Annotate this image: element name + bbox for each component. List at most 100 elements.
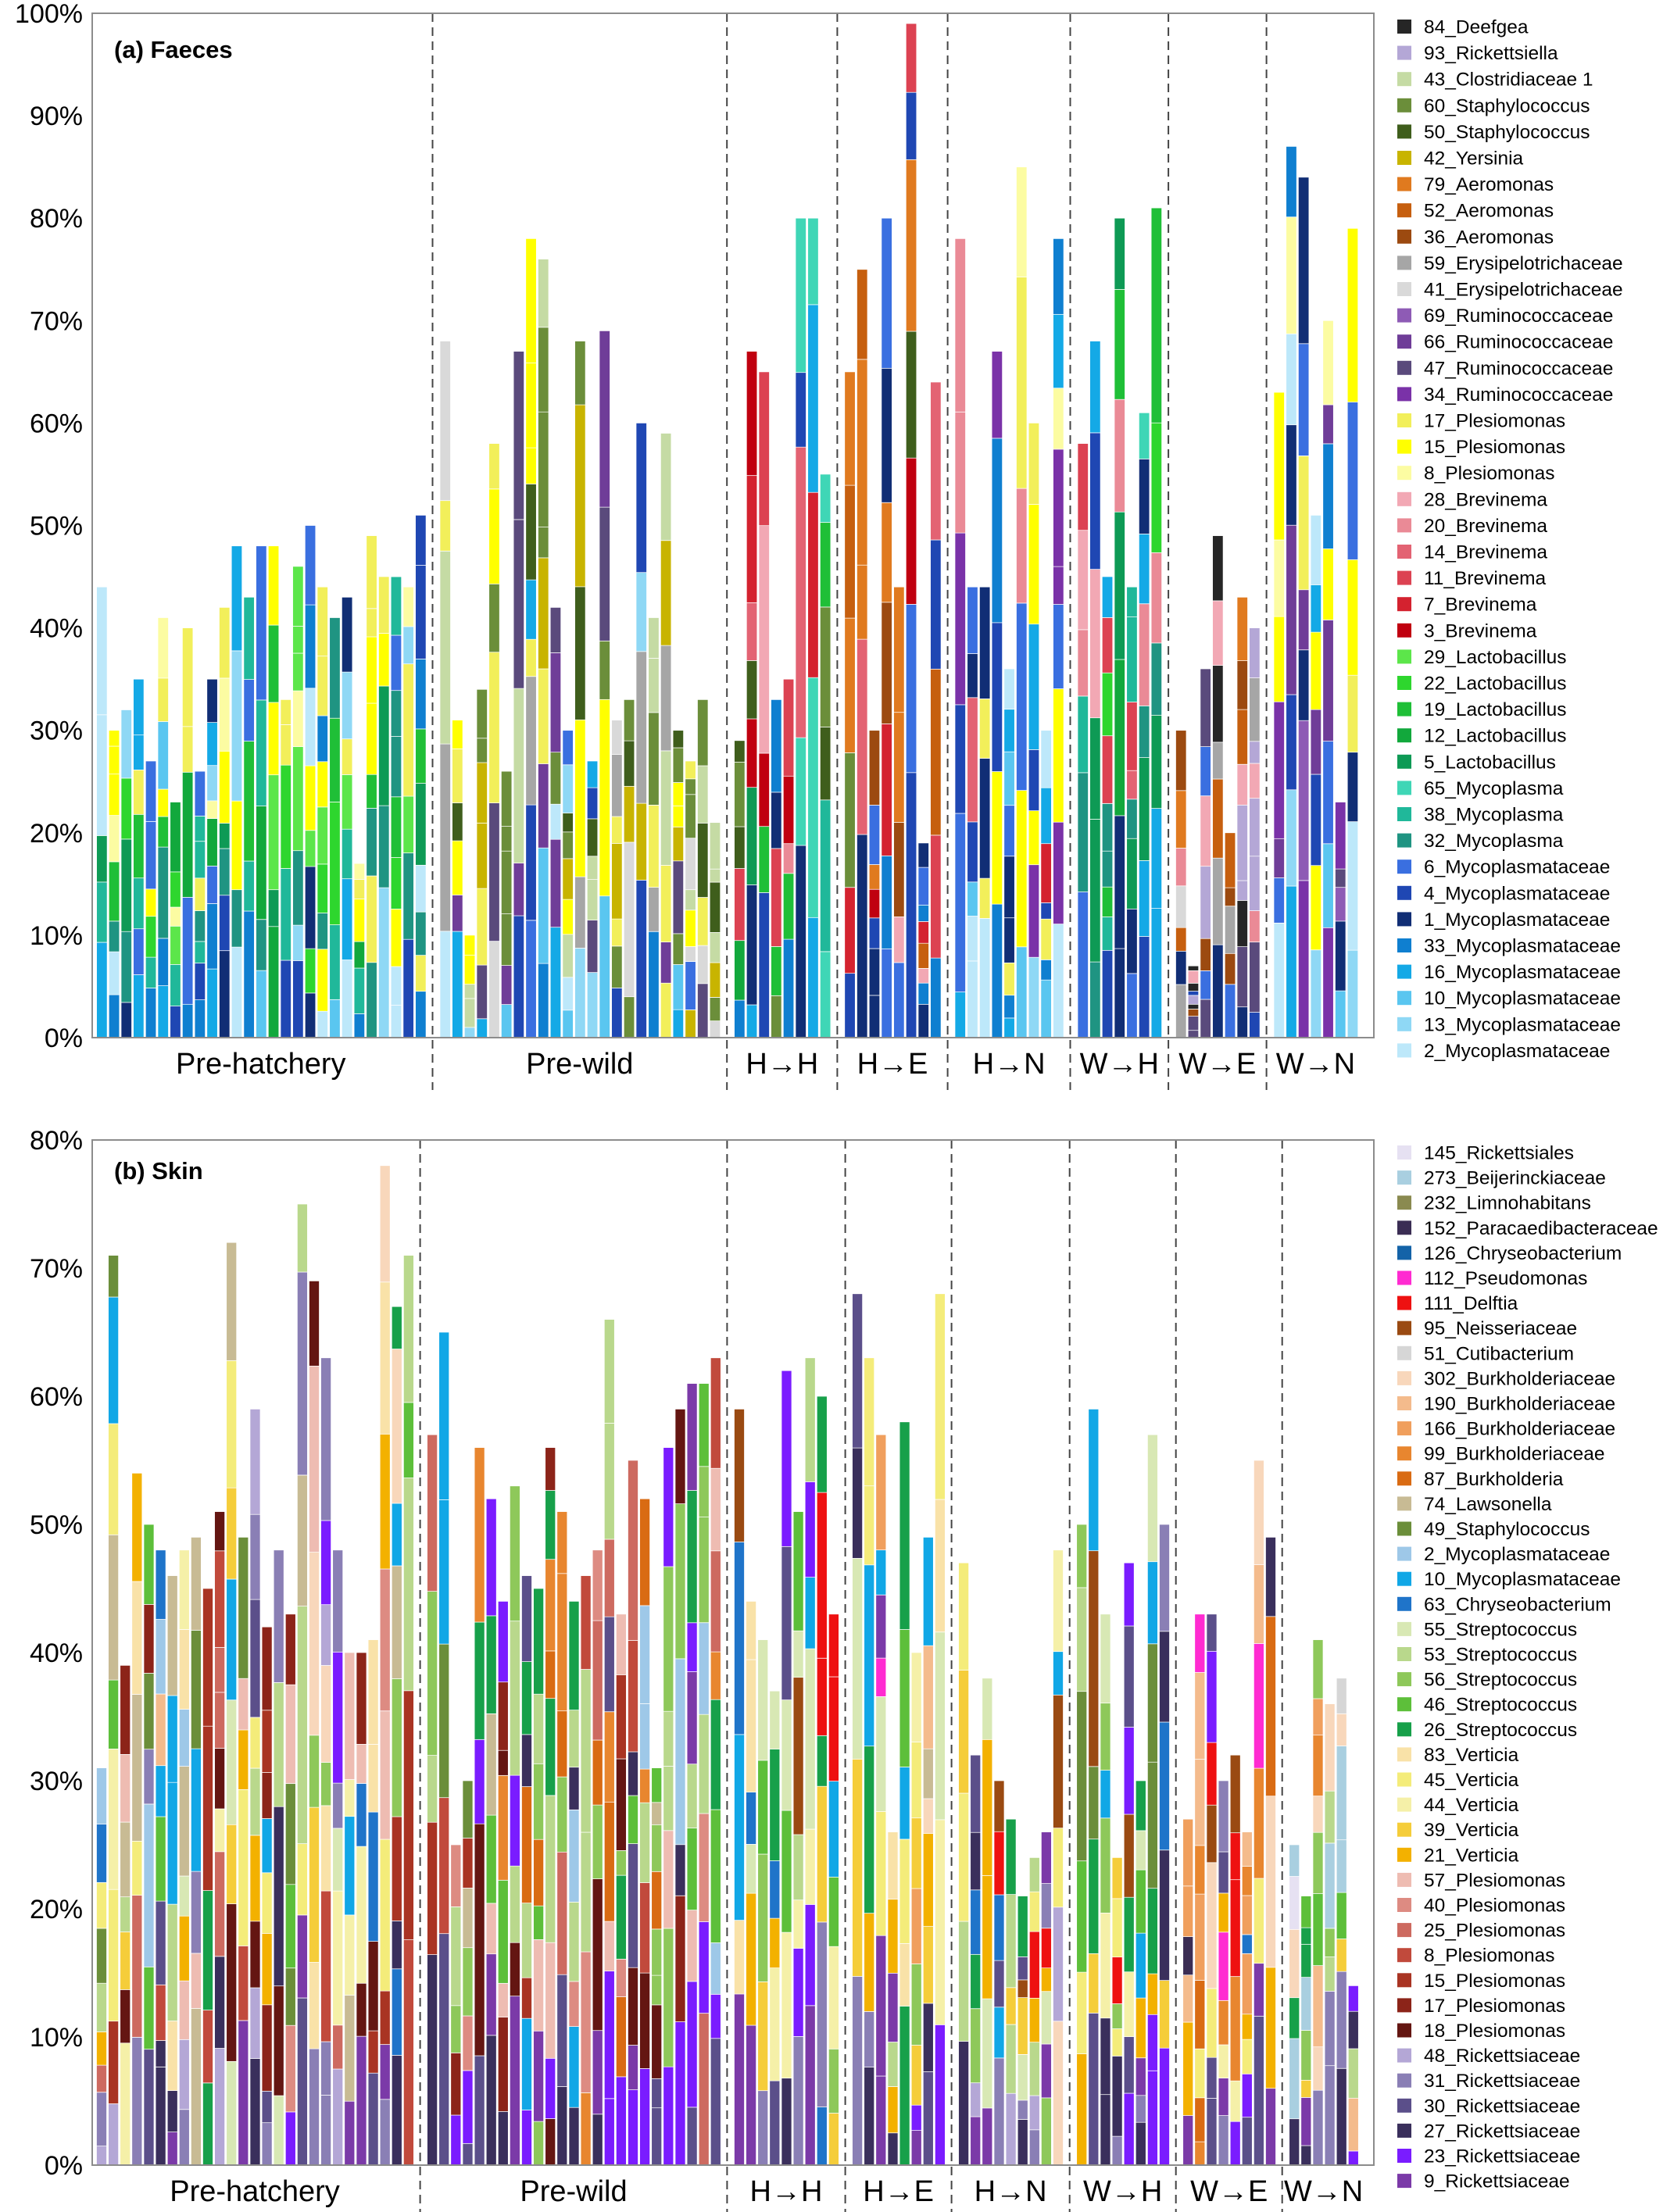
- bar-segment: [592, 1739, 603, 1806]
- legend-label: 46_Streptococcus: [1424, 1695, 1577, 1716]
- legend-label: 2_Mycoplasmataceae: [1424, 1544, 1610, 1565]
- bar-segment: [592, 1620, 603, 1741]
- bar-segment: [1236, 763, 1248, 806]
- bar-segment: [1273, 838, 1285, 878]
- legend-label: 190_Burkholderiaceae: [1424, 1394, 1615, 1415]
- bar-segment: [304, 866, 317, 949]
- bar-segment: [391, 1306, 402, 1349]
- bar-segment: [816, 2107, 828, 2166]
- bar-segment: [1100, 1703, 1111, 1771]
- bar-segment: [899, 1421, 910, 1630]
- y-tick-label: 60%: [30, 1382, 83, 1412]
- bar-segment: [603, 1423, 615, 1540]
- bar-segment: [1273, 701, 1285, 839]
- legend-swatch: [1397, 2073, 1411, 2088]
- bar-segment: [697, 823, 709, 898]
- bar-segment: [1254, 1643, 1264, 1769]
- bar-segment: [1322, 320, 1334, 406]
- bar-segment: [828, 2113, 839, 2166]
- bar-segment: [685, 794, 696, 839]
- bar-segment: [206, 678, 218, 723]
- bar-segment: [616, 1850, 627, 1876]
- bar-segment: [1212, 742, 1224, 780]
- bar-segment: [120, 931, 132, 1003]
- bar-segment: [1053, 448, 1064, 567]
- bar-segment: [438, 1933, 450, 2166]
- bar-segment: [1053, 1694, 1064, 1828]
- bar-segment: [1182, 2115, 1194, 2166]
- bar-segment: [1254, 2015, 1264, 2166]
- bar-segment: [758, 892, 770, 1038]
- bar-segment: [157, 816, 169, 848]
- bar-segment: [685, 838, 696, 891]
- bar-segment: [120, 1665, 131, 1755]
- bar-segment: [979, 586, 991, 699]
- legend-label: 48_Rickettsiaceae: [1424, 2046, 1580, 2067]
- bar-segment: [120, 1989, 131, 2044]
- bar-segment: [1111, 1857, 1123, 1899]
- bar-segment: [1139, 860, 1150, 937]
- bar-segment: [390, 576, 402, 636]
- bar-segment: [533, 2121, 544, 2166]
- bar-segment: [792, 1834, 804, 1901]
- bar-segment: [304, 525, 317, 606]
- bar-segment: [1126, 799, 1138, 839]
- bar-segment: [663, 1566, 674, 1712]
- bar-segment: [875, 1810, 887, 1936]
- bar-segment: [320, 1762, 331, 1806]
- bar-segment: [710, 1651, 721, 1700]
- legend-swatch: [1397, 1722, 1411, 1737]
- bar-segment: [214, 2048, 225, 2166]
- bar-segment: [462, 2070, 474, 2144]
- bar-segment: [635, 572, 647, 652]
- bar-segment: [967, 586, 978, 654]
- y-tick-label: 80%: [30, 1126, 83, 1156]
- bar-segment: [1147, 1761, 1158, 1889]
- bar-segment: [356, 1783, 367, 1847]
- bar-segment: [533, 1588, 544, 1695]
- bar-segment: [685, 946, 696, 962]
- bar-segment: [1335, 887, 1346, 922]
- bar-segment: [191, 1537, 202, 1631]
- bar-segment: [157, 677, 169, 722]
- bar-segment: [782, 938, 795, 1038]
- bar-segment: [256, 919, 267, 971]
- faeces-plot-frame: [91, 13, 1375, 1038]
- bar-segment: [881, 502, 892, 603]
- bar-segment: [1175, 950, 1187, 985]
- bar-segment: [1150, 808, 1162, 909]
- bar-segment: [317, 949, 328, 1012]
- bar-segment: [1310, 584, 1321, 633]
- bar-segment: [309, 1552, 320, 1736]
- bar-segment: [663, 1447, 674, 1567]
- faeces-panel: 0%10%20%30%40%50%60%70%80%90%100% (a) Fa…: [15, 0, 1623, 1090]
- bar-segment: [1273, 391, 1285, 541]
- bar-segment: [462, 1780, 474, 1839]
- legend-label: 5_Lactobacillus: [1424, 752, 1556, 773]
- bar-segment: [844, 371, 856, 486]
- bar-segment: [580, 1831, 592, 1953]
- bar-segment: [545, 1447, 556, 1491]
- bar-segment: [273, 1985, 284, 2096]
- bar-segment: [1040, 843, 1052, 903]
- bar-segment: [497, 1749, 509, 1776]
- bar-segment: [746, 884, 758, 1006]
- bar-segment: [1028, 504, 1040, 625]
- bar-segment: [390, 796, 402, 858]
- bar-segment: [474, 1621, 485, 1740]
- legend-label: 69_Ruminococcaceae: [1424, 306, 1613, 327]
- bar-segment: [1159, 1980, 1170, 2049]
- bar-segment: [660, 942, 672, 984]
- bar-segment: [757, 1982, 769, 2092]
- bar-segment: [329, 924, 341, 1000]
- bar-segment: [574, 586, 586, 720]
- bar-segment: [1076, 1524, 1088, 1588]
- bar-segment: [96, 942, 108, 1038]
- bar-segment: [1101, 735, 1114, 804]
- bar-segment: [1335, 868, 1346, 888]
- bar-segment: [674, 2021, 686, 2166]
- bar-segment: [672, 933, 684, 965]
- bar-segment: [1182, 1818, 1194, 1887]
- bar-segment: [868, 995, 881, 1038]
- bar-segment: [734, 1734, 745, 1921]
